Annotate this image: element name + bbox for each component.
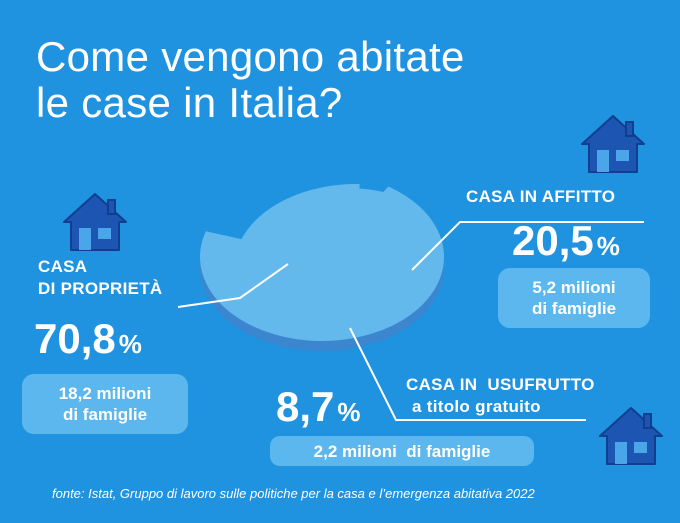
families-usufrutto-text: 2,2 milioni di famiglie	[313, 441, 491, 461]
house-icon	[581, 115, 645, 173]
percent-sign: %	[118, 329, 142, 359]
leader-line-proprieta	[177, 263, 289, 308]
house-icon	[63, 193, 127, 251]
percent-sign: %	[337, 397, 361, 427]
title-line-2: le case in Italia?	[36, 79, 343, 126]
leader-line-affitto	[411, 221, 644, 271]
families-affitto: 5,2 milioni di famiglie	[498, 268, 650, 328]
slice-affitto	[239, 184, 360, 268]
leader-line-usufrutto	[349, 327, 586, 421]
value-proprieta-number: 70,8	[34, 315, 116, 362]
label-usufrutto-line-2: a titolo gratuito	[412, 397, 541, 416]
leader-lines	[177, 221, 644, 421]
label-proprieta-line-2: DI PROPRIETÀ	[38, 279, 163, 298]
families-proprieta-line-2: di famiglie	[62, 405, 148, 424]
house-icon	[599, 407, 663, 465]
percent-sign: %	[596, 231, 620, 261]
families-proprieta-line-1: 18,2 milioni	[58, 384, 152, 403]
label-usufrutto: CASA IN USUFRUTTO a titolo gratuito	[406, 374, 595, 418]
value-proprieta: 70,8%	[34, 316, 142, 367]
page-title: Come vengono abitate le case in Italia?	[36, 34, 465, 126]
pie-slices	[199, 184, 444, 351]
label-proprieta-line-1: CASA	[38, 257, 88, 276]
families-proprieta: 18,2 milioni di famiglie	[22, 374, 188, 434]
source-note: fonte: Istat, Gruppo di lavoro sulle pol…	[52, 486, 535, 501]
label-usufrutto-line-1: CASA IN USUFRUTTO	[406, 375, 595, 394]
families-affitto-line-1: 5,2 milioni	[532, 278, 616, 297]
families-usufrutto: 2,2 milioni di famiglie	[270, 436, 534, 466]
value-affitto: 20,5%	[512, 218, 620, 269]
value-usufrutto-number: 8,7	[276, 383, 335, 430]
value-usufrutto: 8,7%	[276, 384, 361, 435]
slice-usufrutto	[346, 188, 413, 272]
label-proprieta: CASA DI PROPRIETÀ	[38, 256, 163, 300]
label-affitto: CASA IN AFFITTO	[466, 187, 616, 206]
families-affitto-line-2: di famiglie	[531, 299, 617, 318]
value-affitto-number: 20,5	[512, 217, 594, 264]
title-line-1: Come vengono abitate	[36, 33, 465, 80]
